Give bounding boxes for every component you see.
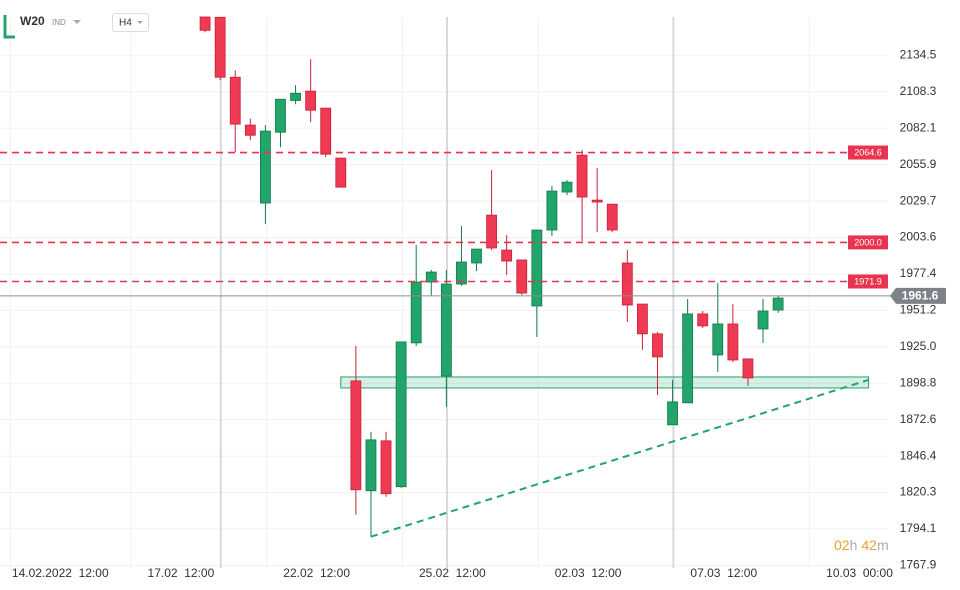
x-tick-label: 22.02 12:00 — [283, 566, 350, 580]
y-tick-label: 1925.0 — [900, 339, 937, 353]
timer-unit: m — [877, 537, 889, 553]
x-tick-label: 17.02 12:00 — [148, 566, 215, 580]
level-label-box — [848, 145, 888, 160]
candle-body — [682, 313, 694, 404]
level-label: 1971.9 — [854, 276, 882, 286]
candle-body — [667, 401, 678, 426]
candle-body — [546, 190, 558, 231]
symbol[interactable]: W20 — [20, 14, 45, 28]
candle-body — [501, 249, 513, 262]
candle-body — [471, 248, 482, 264]
candle-body — [712, 323, 724, 356]
candle-body — [214, 16, 226, 78]
candle-body — [229, 76, 241, 125]
candle-body — [244, 124, 256, 136]
level-label: 2000.0 — [854, 237, 882, 247]
grid-layer — [0, 17, 888, 568]
support-zone — [340, 376, 870, 389]
level-label-box — [848, 235, 888, 250]
level-label: 2064.6 — [854, 147, 882, 157]
timer-unit: h — [850, 537, 858, 553]
x-tick-label: 25.02 12:00 — [419, 566, 486, 580]
candle-body — [531, 229, 543, 307]
candle-body — [652, 333, 663, 358]
candle-body — [320, 107, 332, 155]
candle-body — [561, 181, 573, 193]
plot-layer: 2134.5 2108.3 2082.1 2055.9 2029.7 2003.6 1977… — [0, 16, 946, 580]
last-price-box — [890, 287, 946, 304]
y-tick-label: 1767.9 — [900, 558, 937, 572]
y-tick-label: 1977.4 — [900, 266, 937, 280]
symbol-type: IND — [52, 18, 66, 27]
x-tick-label: 10.03 00:00 — [826, 566, 893, 580]
candle-body — [259, 130, 271, 204]
candle-body — [365, 439, 377, 492]
y-tick-label: 1794.1 — [900, 521, 937, 535]
trendline — [370, 378, 869, 538]
dropdown-arrow[interactable] — [137, 21, 143, 24]
candle-body — [456, 261, 467, 285]
candle-body — [380, 440, 392, 495]
y-tick-label: 1820.3 — [900, 485, 937, 499]
y-tick-label: 1872.6 — [900, 412, 937, 426]
last-price-label: 1961.6 — [902, 289, 939, 303]
y-tick-label: 1846.4 — [900, 448, 937, 462]
timer-hours: 02 — [834, 537, 850, 553]
level-label-box — [848, 274, 888, 289]
candle-body — [606, 203, 618, 231]
candle-body — [305, 90, 317, 111]
candle-body — [637, 303, 648, 335]
candle-body — [591, 199, 603, 203]
y-tick-label: 1898.8 — [900, 375, 937, 389]
dropdown-arrow[interactable] — [73, 20, 81, 24]
candle-body — [516, 259, 528, 294]
y-tick-label: 2082.1 — [900, 120, 937, 134]
candle-body — [410, 281, 422, 344]
timer-minutes: 42 — [861, 537, 877, 553]
candle-body — [275, 98, 286, 133]
x-tick-label: 14.02.2022 12:00 — [12, 566, 109, 580]
y-tick-label: 1951.2 — [900, 302, 937, 316]
candle-body — [576, 154, 588, 198]
candle-body — [335, 157, 347, 188]
candle-body — [727, 323, 739, 361]
y-tick-label: 2108.3 — [900, 84, 937, 98]
candle-body — [425, 271, 437, 283]
logo — [3, 15, 15, 39]
x-tick-label: 02.03 12:00 — [555, 566, 622, 580]
y-tick-label: 2055.9 — [900, 157, 937, 171]
candle-body — [697, 313, 709, 327]
x-tick-label: 07.03 12:00 — [690, 566, 757, 580]
candle-body — [395, 341, 407, 488]
candle-body — [742, 358, 754, 379]
y-tick-label: 2003.6 — [900, 230, 937, 244]
candle-body — [290, 92, 301, 101]
y-tick-label: 2029.7 — [900, 193, 937, 207]
header-bg — [0, 0, 180, 17]
timeframe-box[interactable] — [112, 13, 149, 32]
candle-body — [199, 16, 211, 31]
candle-body — [757, 310, 769, 330]
candle-body — [486, 214, 498, 249]
timer: 02h 42m — [834, 537, 889, 553]
candle-body — [621, 262, 633, 306]
candle-body — [350, 380, 362, 491]
y-tick-label: 2134.5 — [900, 47, 937, 61]
candle-body — [772, 297, 784, 311]
timeframe[interactable]: H4 — [119, 18, 132, 29]
candle-body — [440, 283, 452, 377]
